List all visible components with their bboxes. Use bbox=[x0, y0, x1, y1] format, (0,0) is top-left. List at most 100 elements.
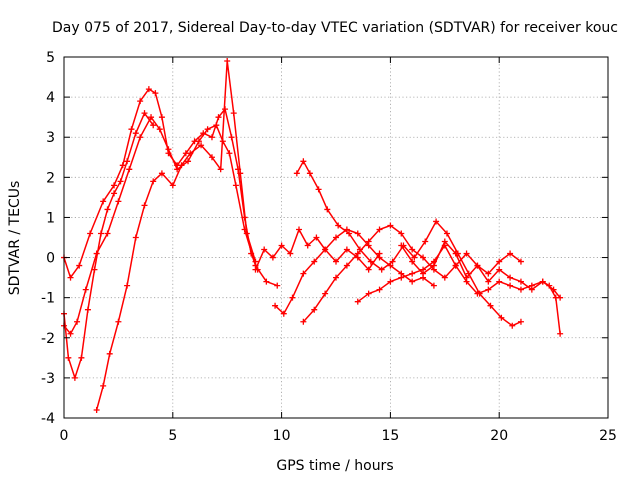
data-point bbox=[354, 298, 361, 305]
data-point bbox=[433, 218, 440, 225]
data-point bbox=[354, 250, 361, 257]
series-sat-d bbox=[93, 58, 259, 413]
data-point bbox=[237, 170, 244, 177]
data-point bbox=[272, 302, 279, 309]
data-point bbox=[100, 198, 107, 205]
data-point bbox=[306, 170, 313, 177]
data-point bbox=[517, 258, 524, 265]
data-point bbox=[343, 262, 350, 269]
x-tick-label: 0 bbox=[60, 428, 69, 444]
data-point bbox=[263, 278, 270, 285]
data-point bbox=[346, 230, 353, 237]
data-point bbox=[300, 158, 307, 165]
data-point bbox=[100, 382, 107, 389]
data-point bbox=[485, 278, 492, 285]
data-point bbox=[150, 178, 157, 185]
y-tick-label: 3 bbox=[46, 130, 55, 146]
data-point bbox=[409, 278, 416, 285]
data-point bbox=[243, 230, 250, 237]
plot-frame bbox=[63, 56, 609, 419]
data-point bbox=[333, 234, 339, 241]
x-tick-label: 20 bbox=[490, 428, 508, 444]
data-point bbox=[365, 238, 372, 245]
data-point bbox=[287, 250, 294, 257]
data-point bbox=[261, 246, 268, 253]
data-point bbox=[158, 114, 165, 121]
data-point bbox=[463, 250, 470, 257]
data-point bbox=[539, 278, 546, 285]
data-point bbox=[226, 150, 233, 157]
data-point bbox=[409, 258, 416, 265]
data-point bbox=[517, 286, 524, 293]
data-point bbox=[304, 242, 311, 249]
data-point bbox=[333, 258, 339, 265]
data-point bbox=[507, 274, 514, 281]
data-point bbox=[398, 274, 405, 281]
data-point bbox=[165, 146, 172, 153]
data-point bbox=[84, 306, 91, 313]
y-tick-label: -1 bbox=[41, 291, 55, 307]
y-tick-label: 2 bbox=[46, 170, 55, 186]
data-point bbox=[367, 258, 374, 265]
data-point bbox=[365, 266, 372, 273]
data-point bbox=[208, 154, 215, 161]
series-sat-i bbox=[354, 242, 564, 337]
data-point bbox=[496, 278, 503, 285]
data-point bbox=[178, 162, 185, 169]
y-axis-label: SDTVAR / TECUs bbox=[7, 181, 23, 296]
data-point bbox=[195, 138, 202, 145]
data-point bbox=[333, 274, 339, 281]
data-point bbox=[115, 318, 122, 325]
data-point bbox=[228, 134, 235, 141]
data-point bbox=[152, 90, 159, 97]
data-point bbox=[78, 354, 85, 361]
data-point bbox=[208, 134, 215, 141]
series-sat-c bbox=[61, 110, 157, 381]
data-point bbox=[74, 318, 81, 325]
data-point bbox=[376, 286, 383, 293]
data-point bbox=[111, 182, 118, 189]
data-point bbox=[252, 266, 259, 273]
data-point bbox=[117, 178, 124, 185]
data-point bbox=[274, 282, 281, 289]
data-point bbox=[509, 322, 516, 329]
data-point bbox=[124, 158, 131, 165]
y-tick-label: 0 bbox=[46, 251, 55, 267]
data-point bbox=[278, 242, 285, 249]
y-tick-label: 4 bbox=[46, 90, 55, 106]
data-point bbox=[485, 270, 492, 277]
data-point bbox=[137, 134, 144, 141]
data-point bbox=[126, 166, 133, 173]
data-point bbox=[343, 226, 350, 233]
data-point bbox=[106, 350, 113, 357]
data-point bbox=[443, 230, 450, 237]
series-line bbox=[63, 116, 278, 335]
data-point bbox=[67, 330, 74, 337]
data-point bbox=[420, 270, 427, 277]
series-line bbox=[274, 228, 435, 315]
series-line bbox=[400, 240, 561, 299]
data-point bbox=[313, 234, 320, 241]
data-point bbox=[487, 302, 494, 309]
data-point bbox=[389, 258, 396, 265]
y-tick-label: -2 bbox=[41, 331, 55, 347]
data-point bbox=[550, 286, 557, 293]
x-tick-label: 25 bbox=[599, 428, 617, 444]
y-tick-label: 1 bbox=[46, 210, 55, 226]
data-point bbox=[145, 86, 152, 93]
data-point bbox=[474, 290, 481, 297]
data-point bbox=[411, 254, 418, 261]
data-point bbox=[187, 150, 194, 157]
data-point bbox=[430, 262, 437, 269]
data-point bbox=[91, 266, 98, 273]
data-point bbox=[169, 182, 176, 189]
data-point bbox=[354, 230, 361, 237]
data-point bbox=[496, 266, 503, 273]
data-point bbox=[252, 258, 259, 265]
data-point bbox=[311, 258, 318, 265]
series-sat-a bbox=[61, 86, 261, 281]
data-point bbox=[115, 198, 122, 205]
axis-ticks: 0 5 10 15 20 25 -4 -3 -2 -1 0 1 2 3 4 5 bbox=[41, 50, 617, 444]
data-point bbox=[293, 170, 300, 177]
data-point bbox=[441, 238, 448, 245]
